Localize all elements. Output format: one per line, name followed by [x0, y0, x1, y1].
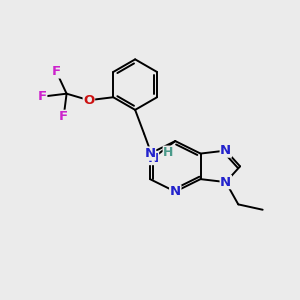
Text: F: F	[59, 110, 68, 123]
Text: H: H	[163, 146, 174, 159]
Text: N: N	[147, 152, 158, 164]
Text: N: N	[220, 144, 231, 157]
Text: O: O	[83, 94, 94, 107]
Text: F: F	[52, 65, 61, 78]
Text: F: F	[38, 90, 47, 103]
Text: N: N	[144, 147, 156, 160]
Text: N: N	[170, 185, 181, 198]
Text: N: N	[220, 176, 231, 189]
